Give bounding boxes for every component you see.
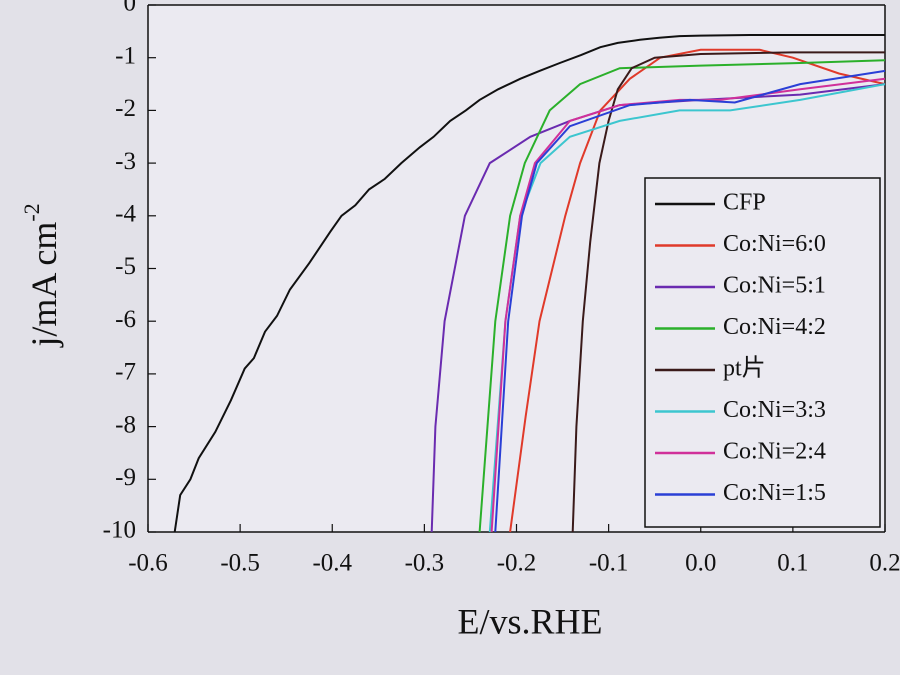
x-tick-label: -0.2 <box>497 550 537 577</box>
y-tick-label: -5 <box>115 253 136 280</box>
y-tick-label: -3 <box>115 148 136 175</box>
legend-label: Co:Ni=2:4 <box>723 439 826 465</box>
y-axis-label-group: j/mA cm-2 <box>19 203 64 348</box>
y-axis-label: j/mA cm-2 <box>19 203 64 348</box>
data-line <box>494 69 886 533</box>
x-tick-label: -0.6 <box>128 550 168 577</box>
x-tick-label: -0.4 <box>312 550 352 577</box>
y-tick-label: -8 <box>115 411 136 438</box>
x-tick-label: -0.5 <box>220 550 260 577</box>
y-axis-label-main: j/mA cm <box>24 222 64 349</box>
y-tick-label: -6 <box>115 306 136 333</box>
legend-label: CFP <box>723 190 766 216</box>
x-tick-label: -0.1 <box>589 550 629 577</box>
y-tick-label: -4 <box>115 201 136 228</box>
legend-label: pt片 <box>723 355 766 382</box>
y-tick-label: -9 <box>115 464 136 491</box>
y-tick-label: -7 <box>115 359 136 386</box>
legend-label: Co:Ni=1:5 <box>723 480 826 506</box>
legend-box <box>644 177 881 528</box>
x-tick-label: -0.3 <box>405 550 445 577</box>
x-tick-label: 0.1 <box>777 550 808 577</box>
legend-label: Co:Ni=6:0 <box>723 231 826 257</box>
data-line <box>173 34 885 533</box>
x-tick-label: 0.0 <box>685 550 716 577</box>
data-line <box>571 51 885 533</box>
data-line <box>478 59 886 533</box>
y-tick-label: 0 <box>124 0 137 17</box>
y-tick-label: -1 <box>115 42 136 69</box>
x-tick-label: 0.2 <box>869 550 900 577</box>
y-axis-label-sup: -2 <box>19 203 44 221</box>
legend-label: Co:Ni=5:1 <box>723 273 826 299</box>
legend-label: Co:Ni=3:3 <box>723 397 826 423</box>
y-tick-label: -10 <box>103 517 136 544</box>
x-axis-label: E/vs.RHE <box>457 601 602 641</box>
legend-label: Co:Ni=4:2 <box>723 314 826 340</box>
data-line <box>509 48 886 533</box>
y-tick-label: -2 <box>115 95 136 122</box>
